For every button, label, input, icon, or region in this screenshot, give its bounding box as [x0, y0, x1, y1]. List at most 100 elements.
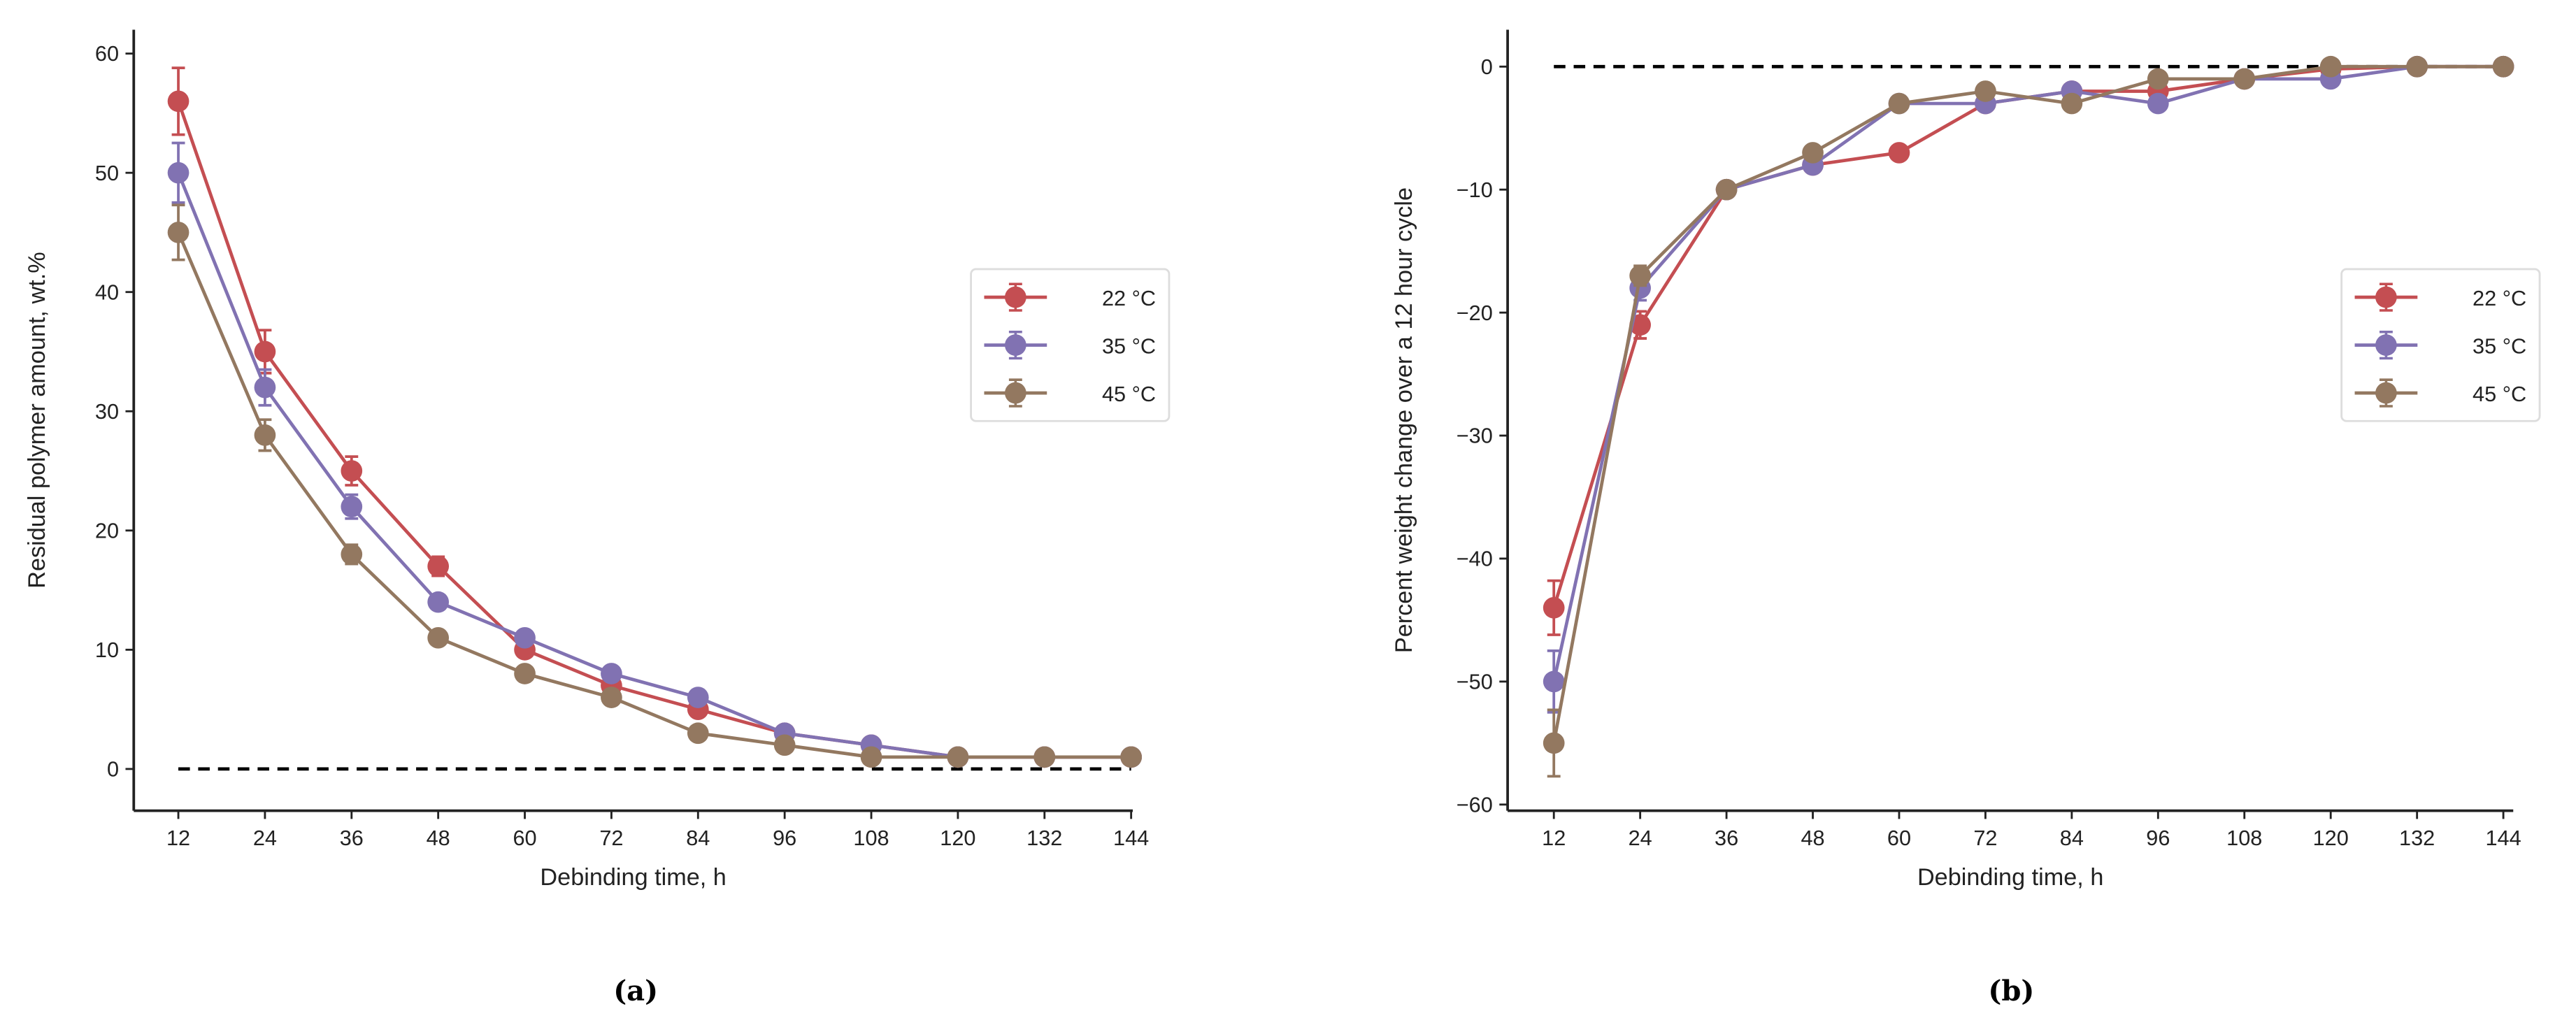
- data-point: [1033, 746, 1056, 768]
- data-point: [1715, 178, 1738, 201]
- legend-marker: [2375, 382, 2397, 404]
- x-tick-label: 12: [166, 826, 190, 850]
- legend: 22 °C 35 °C 45 °C: [2340, 268, 2541, 422]
- x-tick-label: 144: [2485, 826, 2521, 850]
- series-line: [176, 231, 1131, 759]
- series-45C: [167, 203, 1143, 768]
- x-tick-label: 36: [340, 826, 364, 850]
- data-point: [2492, 55, 2514, 78]
- data-point: [514, 663, 536, 684]
- data-point: [601, 687, 622, 708]
- data-point: [2147, 92, 2169, 115]
- x-tick-label: 108: [853, 826, 889, 850]
- y-tick-label: −30: [1457, 424, 1493, 448]
- data-point: [254, 340, 276, 363]
- data-point: [601, 663, 622, 684]
- series-35C: [167, 141, 1143, 768]
- legend-label: 45 °C: [2473, 382, 2526, 406]
- x-tick-label: 96: [2146, 826, 2170, 850]
- x-tick-label: 48: [427, 826, 450, 850]
- data-point: [2147, 68, 2169, 90]
- data-point: [341, 496, 363, 518]
- data-point: [2061, 92, 2083, 115]
- x-tick-label: 120: [2313, 826, 2349, 850]
- data-point: [773, 734, 796, 756]
- data-point: [2319, 55, 2342, 78]
- y-tick-label: −50: [1457, 670, 1493, 694]
- legend-label: 22 °C: [2473, 286, 2526, 310]
- x-axis-label: Debinding time, h: [1917, 864, 2103, 891]
- legend-box: [970, 268, 1171, 422]
- chart-panel-a: 0 10 20 30 40 50 60 12 24 36 48 60 72 84 96 108 120 132 14…: [24, 29, 1171, 891]
- x-tick-label: 132: [2399, 826, 2435, 850]
- x-tick-label: 60: [1887, 826, 1911, 850]
- x-tick-label: 84: [686, 826, 710, 850]
- y-tick-label: −20: [1457, 301, 1493, 325]
- data-point: [427, 626, 450, 649]
- x-tick-label: 60: [513, 826, 536, 850]
- data-point: [427, 555, 450, 577]
- data-point: [514, 626, 536, 649]
- x-tick-label: 84: [2060, 826, 2084, 850]
- series-line: [176, 172, 1131, 759]
- x-tick-label: 120: [940, 826, 975, 850]
- data-point: [167, 90, 189, 113]
- data-point: [1543, 596, 1565, 619]
- x-tick-label: 144: [1113, 826, 1149, 850]
- x-tick-label: 72: [1973, 826, 1997, 850]
- y-axis-label: Percent weight change over a 12 hour cyc…: [1391, 187, 1417, 653]
- data-point: [1888, 142, 1910, 164]
- x-tick-label: 48: [1801, 826, 1824, 850]
- legend-marker: [1004, 334, 1026, 356]
- data-point: [427, 591, 450, 613]
- x-tick-label: 24: [1629, 826, 1652, 850]
- legend-label: 35 °C: [1102, 333, 1156, 358]
- legend-marker: [2375, 334, 2397, 356]
- y-tick-label: −10: [1457, 178, 1493, 202]
- caption-b: (b): [1988, 975, 2034, 1007]
- data-point: [167, 161, 189, 184]
- data-point: [1543, 732, 1565, 754]
- y-tick-label: 50: [95, 161, 119, 185]
- data-point: [2406, 55, 2428, 78]
- y-tick-label: −60: [1457, 792, 1493, 817]
- data-point: [687, 722, 709, 745]
- legend-box: [2340, 268, 2541, 422]
- data-point: [254, 424, 276, 446]
- data-point: [2233, 68, 2256, 90]
- y-tick-label: 40: [95, 280, 119, 304]
- data-point: [167, 222, 189, 243]
- data-point: [1802, 142, 1824, 164]
- data-point: [1629, 265, 1652, 287]
- data-point: [341, 543, 363, 566]
- x-tick-label: 24: [253, 826, 277, 850]
- x-tick-label: 72: [599, 826, 623, 850]
- legend-label: 35 °C: [2473, 333, 2526, 358]
- y-axis-label: Residual polymer amount, wt.%: [24, 252, 50, 588]
- y-tick-label: 30: [95, 399, 119, 424]
- data-point: [1888, 92, 1910, 115]
- data-point: [687, 687, 709, 708]
- y-tick-label: 20: [95, 518, 119, 543]
- legend-marker: [1004, 286, 1026, 308]
- legend-label: 45 °C: [1102, 382, 1156, 406]
- y-tick-label: 10: [95, 638, 119, 662]
- data-point: [1975, 80, 1996, 102]
- caption-a: (a): [613, 975, 658, 1007]
- data-point: [1120, 746, 1143, 768]
- data-point: [1543, 670, 1565, 693]
- data-point: [254, 376, 276, 398]
- x-axis-label: Debinding time, h: [540, 864, 726, 891]
- legend: 22 °C 35 °C 45 °C: [970, 268, 1171, 422]
- x-tick-label: 132: [1026, 826, 1062, 850]
- x-tick-label: 96: [773, 826, 796, 850]
- series-line: [176, 101, 1131, 759]
- data-point: [860, 746, 882, 768]
- chart-panel-b: −60 −50 −40 −30 −20 −10 0 12 24 36 48 60 72 84 96 108 12…: [1391, 29, 2541, 891]
- y-tick-label: 0: [107, 757, 119, 782]
- y-tick-label: −40: [1457, 547, 1493, 571]
- series-line: [1552, 64, 2504, 744]
- legend-marker: [2375, 286, 2397, 308]
- data-point: [947, 746, 969, 768]
